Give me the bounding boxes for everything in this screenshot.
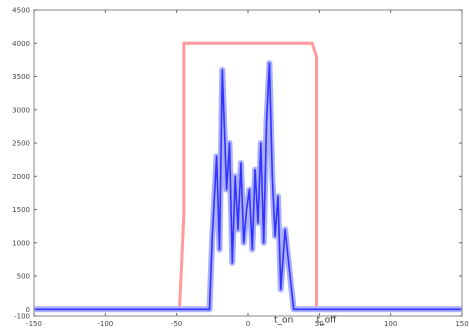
series-layer (34, 41, 462, 313)
y-tick-label: 2500 (12, 140, 30, 148)
series-1-line (34, 62, 462, 311)
y-tick-label: 4500 (12, 7, 30, 15)
tick-layer: -150 -100 -50 0 50 100 150-1000500100015002000… (12, 7, 469, 329)
y-tick-label: -100 (14, 313, 30, 321)
y-tick-label: 3500 (12, 73, 30, 81)
x-tick-label: -100 (97, 320, 113, 328)
plot-area (33, 9, 463, 317)
y-tick-label: 0 (26, 306, 30, 314)
y-tick-label: 1000 (12, 239, 30, 247)
y-tick-label: 4000 (12, 40, 30, 48)
y-tick-label: 2000 (12, 173, 30, 181)
annotation-label: t_off (317, 316, 338, 326)
annotation-label: t_on (274, 316, 293, 326)
x-tick-label: -150 (26, 320, 42, 328)
series-0-line (34, 41, 462, 311)
x-tick-label: 0 (246, 320, 250, 328)
x-tick-label: -50 (171, 320, 182, 328)
annotation-layer: t_on t_off (274, 316, 337, 326)
y-tick-label: 3000 (12, 106, 30, 114)
x-tick-label: 150 (455, 320, 468, 328)
x-tick-label: 100 (384, 320, 397, 328)
y-tick-label: 1500 (12, 206, 30, 214)
y-tick-label: 500 (17, 273, 30, 281)
x-tick-label: 50 (315, 320, 324, 328)
